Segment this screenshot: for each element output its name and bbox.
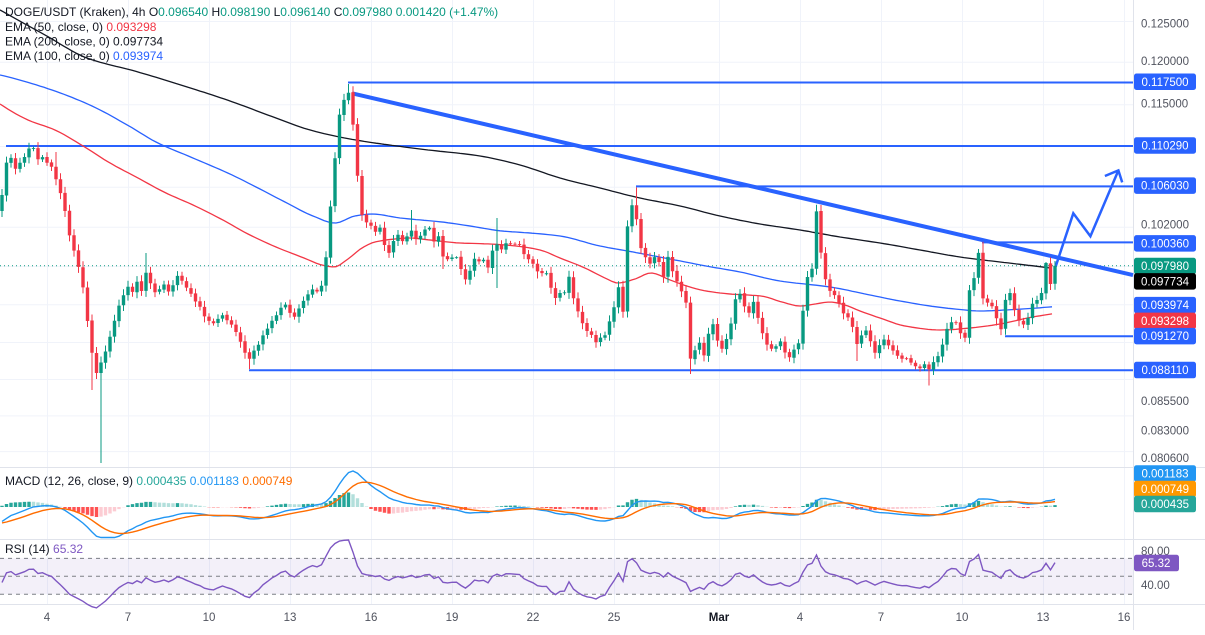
svg-text:16: 16: [365, 612, 378, 624]
svg-text:0.100360: 0.100360: [1141, 238, 1189, 250]
svg-text:10: 10: [956, 612, 969, 624]
svg-text:16: 16: [1118, 612, 1131, 624]
svg-text:0.097980: 0.097980: [1141, 261, 1189, 273]
svg-text:0.093974: 0.093974: [1141, 300, 1190, 312]
svg-text:13: 13: [284, 612, 297, 624]
svg-text:DOGE/USDT (Kraken), 4h O0.096: DOGE/USDT (Kraken), 4h O0.096540 H0.0981…: [5, 5, 498, 19]
svg-text:22: 22: [527, 612, 540, 624]
svg-text:0.085500: 0.085500: [1141, 396, 1189, 408]
svg-text:19: 19: [446, 612, 459, 624]
svg-text:0.001183: 0.001183: [1141, 469, 1188, 481]
svg-text:65.32: 65.32: [1142, 558, 1171, 570]
svg-text:4: 4: [797, 612, 804, 624]
svg-text:0.125000: 0.125000: [1141, 19, 1189, 31]
svg-text:MACD (12, 26, close, 9) 0.000: MACD (12, 26, close, 9) 0.000435 0.00118…: [5, 474, 293, 488]
svg-text:0.117500: 0.117500: [1141, 77, 1188, 89]
svg-text:EMA (100, close, 0) 0.093974: EMA (100, close, 0) 0.093974: [5, 49, 163, 63]
svg-text:EMA (50, close, 0) 0.093298: EMA (50, close, 0) 0.093298: [5, 20, 157, 34]
svg-text:0.102000: 0.102000: [1141, 219, 1189, 231]
svg-text:Mar: Mar: [709, 612, 730, 624]
svg-text:0.115000: 0.115000: [1141, 99, 1188, 111]
svg-text:0.083000: 0.083000: [1141, 426, 1189, 438]
svg-text:RSI (14) 65.32: RSI (14) 65.32: [5, 542, 83, 556]
svg-text:0.088110: 0.088110: [1141, 365, 1188, 377]
svg-text:0.093298: 0.093298: [1141, 316, 1189, 328]
svg-text:0.110290: 0.110290: [1141, 140, 1188, 152]
svg-text:0.000435: 0.000435: [1141, 499, 1189, 511]
svg-text:10: 10: [203, 612, 216, 624]
svg-text:7: 7: [125, 612, 131, 624]
svg-text:0.097734: 0.097734: [1141, 276, 1190, 288]
svg-text:0.120000: 0.120000: [1141, 56, 1189, 68]
svg-text:0.091270: 0.091270: [1141, 331, 1189, 343]
svg-text:4: 4: [44, 612, 51, 624]
svg-text:0.000749: 0.000749: [1141, 484, 1189, 496]
svg-text:25: 25: [608, 612, 621, 624]
svg-text:0.106030: 0.106030: [1141, 181, 1189, 193]
svg-text:0.080600: 0.080600: [1141, 453, 1189, 465]
svg-text:7: 7: [878, 612, 884, 624]
svg-text:40.00: 40.00: [1141, 580, 1170, 592]
svg-text:13: 13: [1037, 612, 1050, 624]
svg-text:EMA (200, close, 0) 0.097734: EMA (200, close, 0) 0.097734: [5, 35, 163, 49]
